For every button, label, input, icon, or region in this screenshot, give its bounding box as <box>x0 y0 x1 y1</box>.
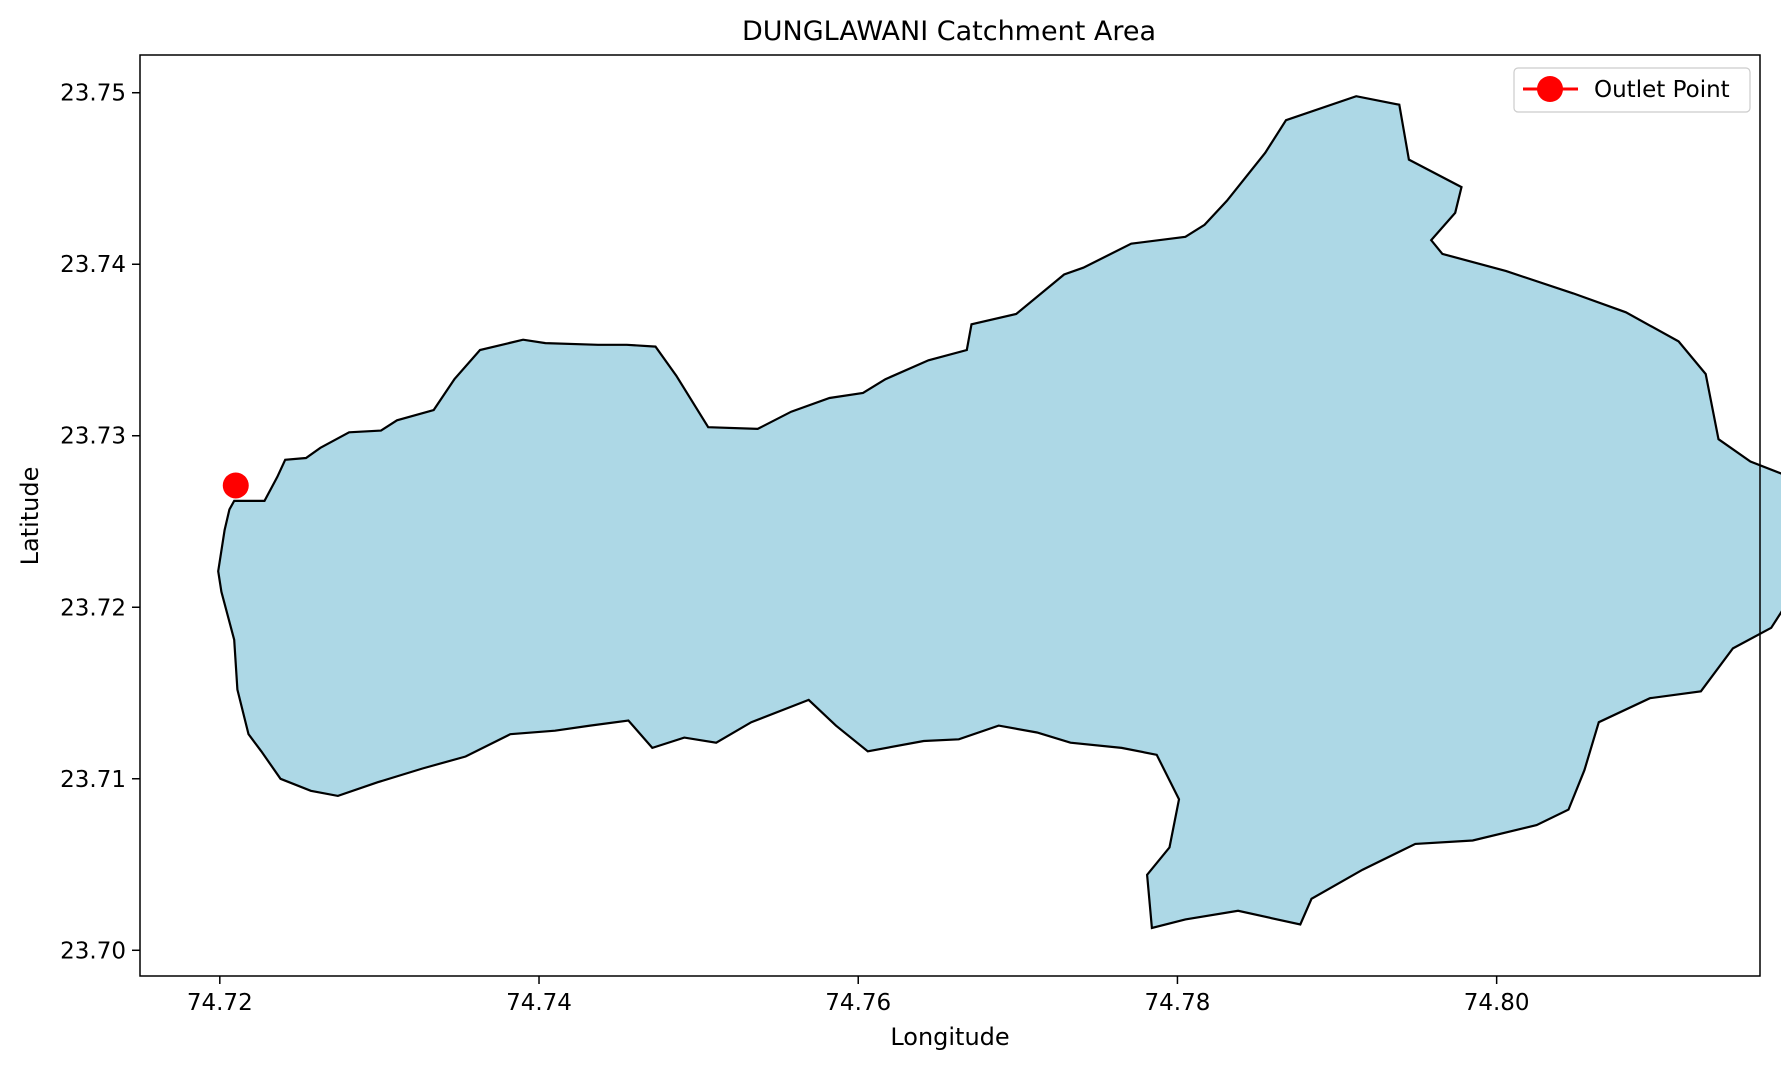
y-tick-label: 23.74 <box>60 252 126 278</box>
y-axis-ticks: 23.70 23.71 23.72 23.73 23.74 23.75 <box>60 81 140 964</box>
x-tick-label: 74.76 <box>825 990 891 1016</box>
legend-label: Outlet Point <box>1594 77 1730 103</box>
legend-outlet-marker <box>1537 76 1563 102</box>
y-tick-label: 23.70 <box>60 938 126 964</box>
legend-box <box>1513 67 1751 113</box>
y-tick-label: 23.71 <box>60 767 126 793</box>
outlet-point-marker <box>222 472 249 499</box>
axes-frame <box>139 54 1761 977</box>
x-tick-label: 74.80 <box>1464 990 1530 1016</box>
y-tick-label: 23.72 <box>60 595 126 621</box>
catchment-polygon <box>217 95 1781 930</box>
y-axis-label: Latitude <box>16 467 44 566</box>
x-tick-label: 74.74 <box>506 990 572 1016</box>
legend: Outlet Point <box>1513 67 1751 113</box>
plot-area <box>217 95 1781 930</box>
x-tick-label: 74.72 <box>187 990 253 1016</box>
y-tick-label: 23.73 <box>60 424 126 450</box>
x-tick-label: 74.78 <box>1145 990 1211 1016</box>
x-axis-ticks: 74.72 74.74 74.76 74.78 74.80 <box>187 976 1530 1016</box>
x-axis-label: Longitude <box>890 1023 1009 1051</box>
y-tick-label: 23.75 <box>60 81 126 107</box>
chart-title: DUNGLAWANI Catchment Area <box>742 16 1156 47</box>
